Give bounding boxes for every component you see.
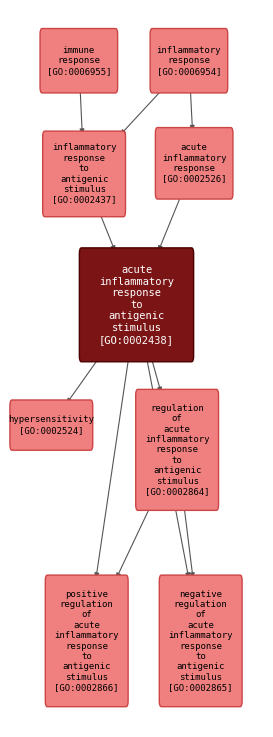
Text: acute
inflammatory
response
[GO:0002526]: acute inflammatory response [GO:0002526] — [162, 143, 226, 184]
Text: acute
inflammatory
response
to
antigenic
stimulus
[GO:0002438]: acute inflammatory response to antigenic… — [99, 265, 174, 345]
Text: regulation
of
acute
inflammatory
response
to
antigenic
stimulus
[GO:0002864]: regulation of acute inflammatory respons… — [145, 404, 209, 496]
FancyBboxPatch shape — [79, 248, 194, 362]
Text: positive
regulation
of
acute
inflammatory
response
to
antigenic
stimulus
[GO:000: positive regulation of acute inflammator… — [54, 590, 119, 692]
FancyBboxPatch shape — [10, 400, 93, 450]
FancyBboxPatch shape — [155, 128, 233, 199]
FancyBboxPatch shape — [40, 29, 118, 93]
FancyBboxPatch shape — [136, 389, 218, 510]
Text: hypersensitivity
[GO:0002524]: hypersensitivity [GO:0002524] — [8, 416, 94, 435]
Text: inflammatory
response
[GO:0006954]: inflammatory response [GO:0006954] — [157, 46, 221, 76]
Text: inflammatory
response
to
antigenic
stimulus
[GO:0002437]: inflammatory response to antigenic stimu… — [52, 144, 116, 204]
FancyBboxPatch shape — [43, 131, 126, 217]
FancyBboxPatch shape — [45, 575, 128, 707]
FancyBboxPatch shape — [150, 29, 228, 93]
FancyBboxPatch shape — [159, 575, 242, 707]
Text: immune
response
[GO:0006955]: immune response [GO:0006955] — [47, 46, 111, 76]
Text: negative
regulation
of
acute
inflammatory
response
to
antigenic
stimulus
[GO:000: negative regulation of acute inflammator… — [168, 590, 233, 692]
